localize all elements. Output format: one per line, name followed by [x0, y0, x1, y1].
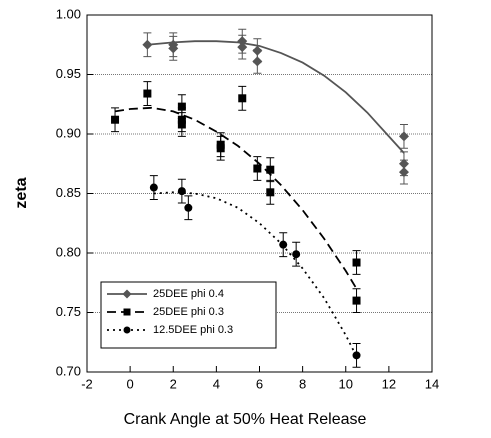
legend-label: 25DEE phi 0.4 — [153, 288, 224, 300]
legend-label: 12.5DEE phi 0.3 — [153, 324, 233, 336]
data-point — [266, 188, 275, 197]
plot-frame — [86, 14, 433, 373]
legend-marker — [123, 308, 131, 316]
x-tick-label: 2 — [170, 376, 177, 391]
data-point — [292, 250, 301, 259]
data-point — [177, 120, 186, 129]
x-axis-title: Crank Angle at 50% Heat Release — [124, 411, 367, 428]
legend-marker — [122, 289, 132, 299]
data-point — [216, 144, 225, 153]
data-point — [352, 296, 361, 305]
data-point — [279, 240, 288, 249]
y-tick-label: 0.75 — [56, 304, 81, 319]
data-point — [352, 258, 361, 267]
data-point — [168, 43, 179, 54]
data-point — [398, 167, 409, 178]
y-tick-label: 0.70 — [56, 363, 81, 378]
y-axis-title: zeta — [13, 177, 30, 208]
data-point — [253, 164, 262, 173]
x-tick-label: 8 — [299, 376, 306, 391]
data-point — [143, 89, 152, 98]
data-point — [111, 115, 120, 124]
legend-label: 25DEE phi 0.3 — [153, 306, 224, 318]
x-tick-label: 4 — [213, 376, 220, 391]
data-point — [184, 203, 193, 212]
fit-line — [114, 106, 358, 290]
data-point — [352, 351, 361, 360]
data-point — [177, 102, 186, 111]
data-point — [252, 56, 263, 67]
y-tick-label: 0.80 — [56, 244, 81, 259]
x-tick-label: 10 — [339, 376, 353, 391]
x-tick-label: 12 — [382, 376, 396, 391]
data-point — [142, 39, 153, 50]
y-tick-label: 0.95 — [56, 66, 81, 81]
y-tick-label: 0.90 — [56, 125, 81, 140]
data-point — [266, 165, 275, 174]
data-point — [237, 42, 248, 53]
y-tick-label: 0.85 — [56, 185, 81, 200]
data-point — [398, 131, 409, 142]
x-tick-label: 14 — [425, 376, 439, 391]
data-point — [149, 183, 158, 192]
legend-marker — [123, 326, 131, 334]
fit-line — [147, 40, 405, 154]
x-tick-label: -2 — [81, 376, 93, 391]
x-tick-label: 6 — [256, 376, 263, 391]
data-point — [177, 187, 186, 196]
y-tick-label: 1.00 — [56, 6, 81, 21]
data-point — [238, 94, 247, 103]
x-tick-label: 0 — [127, 376, 134, 391]
